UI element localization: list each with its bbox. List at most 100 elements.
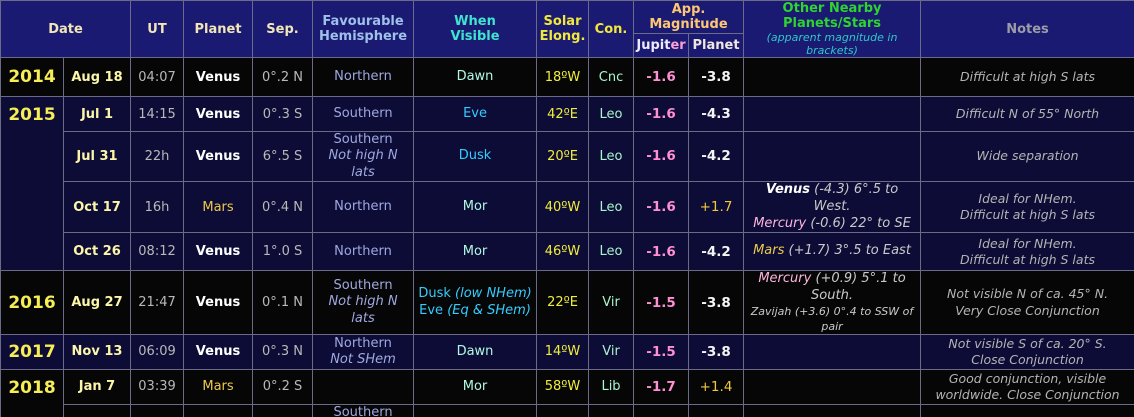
date-cell: Oct 26 (62, 232, 132, 272)
solar-elong-cell: 22ºE (536, 403, 590, 417)
hemisphere-note: Not high N lats (328, 148, 398, 180)
ut-cell: 21:47 (130, 270, 185, 335)
jupiter-magnitude-cell: -1.7 (633, 368, 690, 405)
when-visible-cell: Eve (413, 96, 538, 132)
constellation-cell: Lib (588, 403, 635, 417)
header-when-visible: When Visible (413, 0, 538, 58)
visible-text: Eve (463, 105, 487, 121)
ut-cell: 04:07 (130, 57, 185, 97)
planet-magnitude-cell: -4.3 (688, 96, 745, 132)
date-cell: Aug 18 (62, 57, 132, 97)
nearby-object-name: Mercury (758, 271, 812, 287)
nearby-object-name: Mars (753, 243, 785, 259)
date-cell: Nov 13 (62, 333, 132, 370)
ut-cell: 08:12 (130, 232, 185, 272)
notes-cell: Not visible N of ca. 45° N. Very Close C… (920, 270, 1134, 335)
planet-magnitude-cell: -4.2 (688, 131, 745, 182)
hemisphere-text: Southern (333, 278, 393, 294)
planet-magnitude-cell: -4.2 (688, 232, 745, 272)
nearby-cell (743, 57, 922, 97)
when-visible-cell: Dawn (413, 333, 538, 370)
year-cell: 2014 (0, 57, 64, 97)
header-solar-elong: Solar Elong. (536, 0, 590, 58)
ut-cell: 22h (130, 131, 185, 182)
constellation-cell: Vir (588, 270, 635, 335)
planet-cell: Venus (183, 232, 254, 272)
date-cell: Oct 30 (62, 403, 132, 417)
solar-elong-cell: 18ºW (536, 57, 590, 97)
nearby-object-detail: (-4.3) 6°.5 to West. (813, 181, 899, 214)
notes-cell: Difficult N of 55° North (920, 96, 1134, 132)
nearby-line: Venus (-4.3) 6°.5 to West. (746, 181, 918, 215)
hemisphere-cell: Northern (312, 232, 415, 272)
jupiter-magnitude-cell: -1.6 (633, 403, 690, 417)
nearby-cell (743, 131, 922, 182)
header-planet-label: Planet (194, 21, 242, 37)
nearby-line: Mercury (-0.6) 22° to SE (746, 215, 918, 232)
planet-cell: Venus (183, 333, 254, 370)
separation-cell: 0°.2 S (252, 368, 314, 405)
header-when-line2: Visible (450, 29, 500, 44)
header-ut: UT (130, 0, 185, 58)
ut-cell: 06:09 (130, 333, 185, 370)
nearby-object-name: Mercury (753, 215, 807, 231)
nearby-cell: Venus (-4.3) 6°.5 to West. Mercury (-0.6… (743, 180, 922, 234)
table-row: 2015 Jul 1 14:15 Venus 0°.3 S Southern E… (0, 95, 1134, 272)
ut-cell: 03:38 (130, 403, 185, 417)
table-header: Date UT Planet Sep. Favourable Hemisphere… (0, 0, 1134, 59)
hemisphere-text: Northern (334, 335, 392, 351)
nearby-cell (743, 403, 922, 417)
nearby-object-detail: (+1.7) 3°.5 to East (788, 243, 911, 259)
header-date: Date (0, 0, 132, 58)
year-cell: 2016 (0, 270, 64, 335)
table-row: Jul 31 22h Venus 6°.5 S Southern Not high… (0, 131, 1134, 182)
visible-text: Mor (462, 378, 488, 394)
notes-cell: Wide separation (920, 131, 1134, 182)
nearby-object-name: Venus (765, 181, 811, 197)
jupiter-magnitude-cell: -1.6 (633, 180, 690, 234)
solar-elong-cell: 46ºW (536, 232, 590, 272)
solar-elong-cell: 42ºE (536, 96, 590, 132)
when-visible-cell: Dusk (413, 403, 538, 417)
nearby-object-detail: (+3.6) 0°.4 to SSW of pair (794, 305, 914, 333)
notes-cell: Good conjunction, visible worldwide. Clo… (920, 368, 1134, 405)
jupiter-magnitude-cell: -1.6 (633, 232, 690, 272)
hemisphere-cell: Northern (312, 180, 415, 234)
header-planet-magnitude-label: Planet (692, 37, 740, 53)
separation-cell: 1°.0 S (252, 232, 314, 272)
jupiter-magnitude-cell: -1.5 (633, 270, 690, 335)
nearby-cell (743, 368, 922, 405)
nearby-line: Zavijah (+3.6) 0°.4 to SSW of pair (746, 305, 918, 333)
solar-elong-cell: 20ºE (536, 131, 590, 182)
header-app-magnitude-label: App. Magnitude (649, 1, 728, 32)
solar-elong-cell: 22ºE (536, 270, 590, 335)
visible-text: Eve (419, 302, 444, 318)
planet-cell: Venus (183, 57, 254, 97)
header-planet-magnitude: Planet (688, 32, 745, 59)
hemisphere-text: Northern (334, 243, 392, 259)
visible-text: Mor (462, 243, 488, 259)
visible-text: Dusk (458, 148, 492, 164)
nearby-line: Mars (+1.7) 3°.5 to East (746, 243, 918, 260)
header-constellation: Con. (588, 0, 635, 58)
header-app-magnitude: App. Magnitude (633, 0, 745, 34)
constellation-cell: Leo (588, 131, 635, 182)
when-visible-cell: Mor (413, 368, 538, 405)
table-row: 2014 Aug 18 04:07 Venus 0°.2 N Northern … (0, 57, 1134, 97)
hemisphere-cell: Northern Not SHem (312, 333, 415, 370)
header-notes: Notes (920, 0, 1134, 58)
separation-cell: 0°.3 N (252, 333, 314, 370)
jupiter-magnitude-cell: -1.6 (633, 57, 690, 97)
jupiter-magnitude-cell: -1.6 (633, 96, 690, 132)
hemisphere-cell: Northern (312, 57, 415, 97)
hemisphere-text: Northern (334, 68, 392, 84)
table-row: 2016 Aug 27 21:47 Venus 0°.1 N Southern N… (0, 270, 1134, 335)
header-when-line1: When (454, 14, 496, 29)
solar-elong-cell: 58ºW (536, 368, 590, 405)
nearby-cell (743, 333, 922, 370)
constellation-cell: Leo (588, 180, 635, 234)
